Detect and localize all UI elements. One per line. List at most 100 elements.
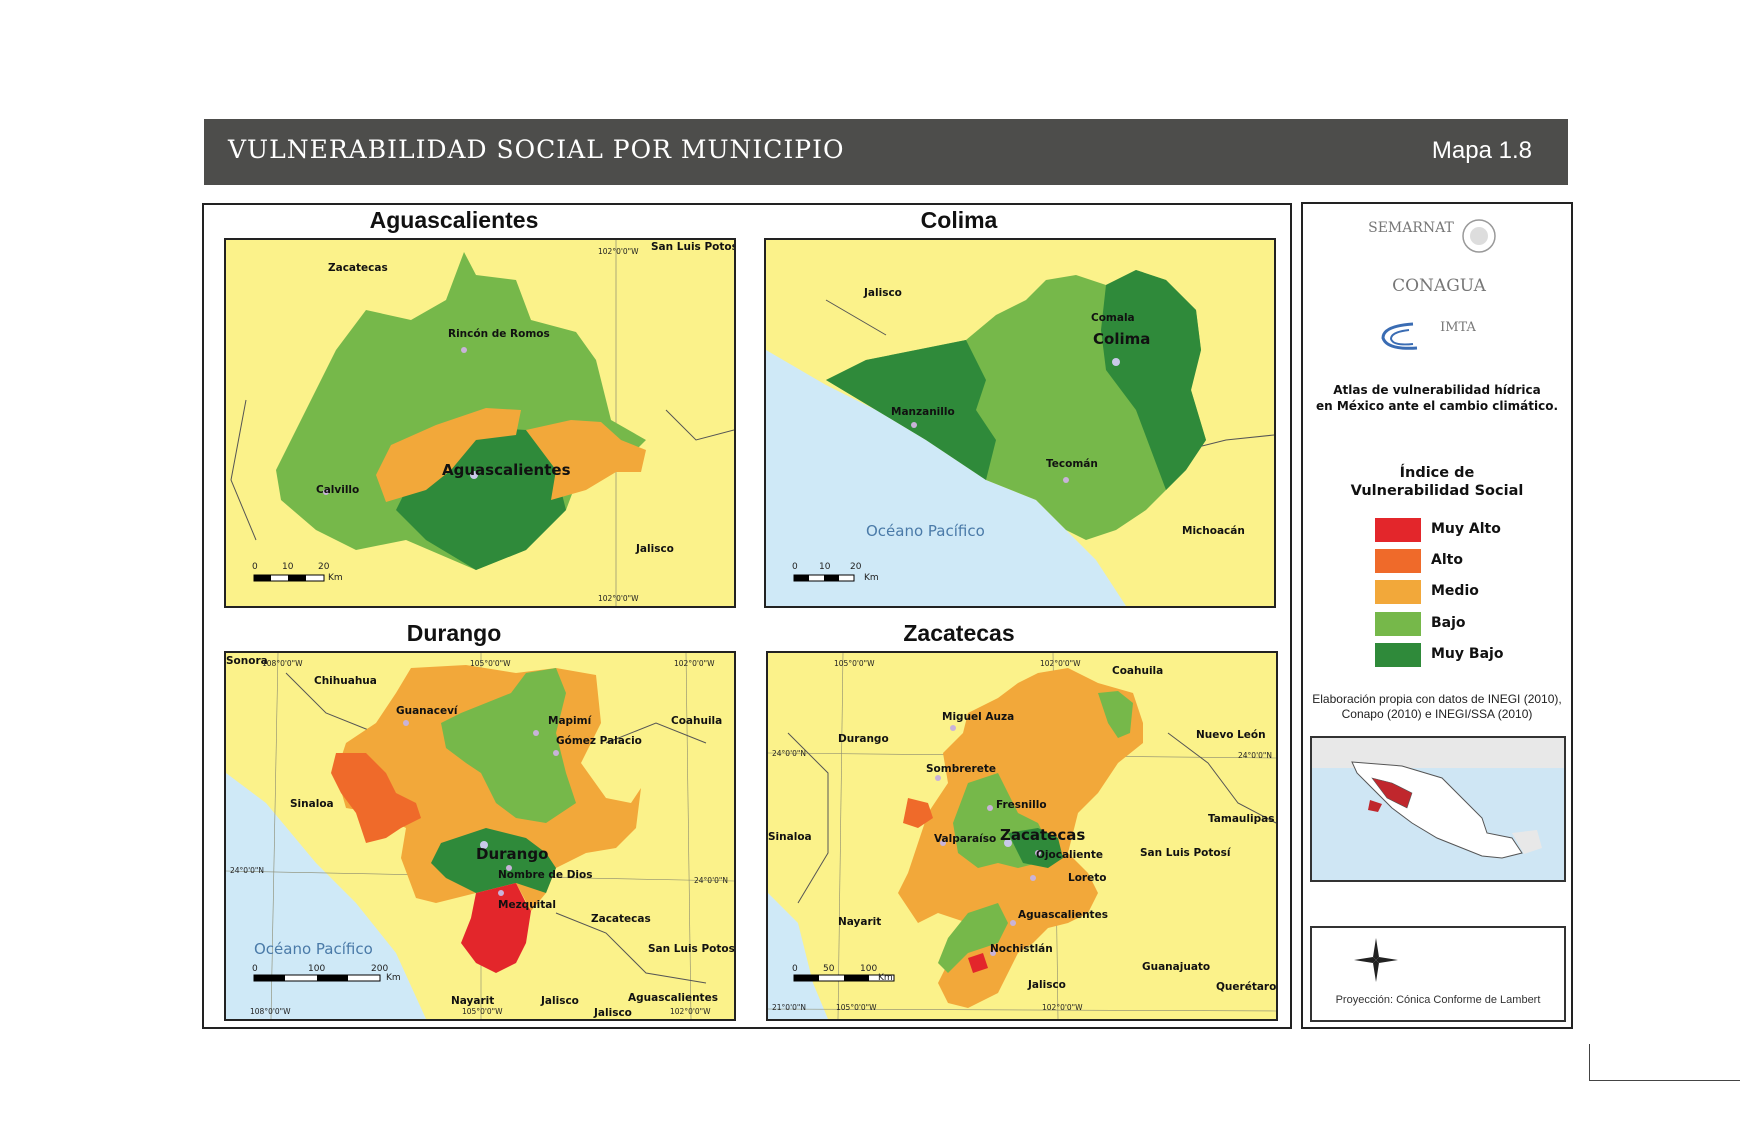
- label-tecoman: Tecomán: [1046, 458, 1098, 470]
- label-jalisco: Jalisco: [1028, 979, 1066, 991]
- region-alto: [903, 798, 933, 828]
- scale-unit: Km: [878, 973, 893, 983]
- label-nayarit: Nayarit: [838, 916, 882, 928]
- legend-swatch: [1375, 518, 1421, 542]
- label-san-luis-potosi: San Luis Potosí: [648, 943, 736, 955]
- scale-tick-20: 20: [318, 562, 330, 572]
- label-jalisco: Jalisco: [541, 995, 579, 1007]
- label-nochistlan: Nochistlán: [990, 943, 1053, 955]
- maps-frame: Aguascalientes Zacatecas San Luis Potosí…: [202, 203, 1292, 1029]
- label-durango: Durango: [838, 733, 889, 745]
- label-jalisco: Jalisco: [864, 287, 902, 299]
- label-mapimi: Mapimí: [548, 715, 592, 727]
- label-zacatecas: Zacatecas: [591, 913, 651, 925]
- projection-box: Proyección: Cónica Conforme de Lambert: [1310, 926, 1566, 1022]
- panel-title-durango: Durango: [406, 620, 502, 646]
- map-zacatecas[interactable]: 105°0'0"W 102°0'0"W Coahuila Miguel Auza…: [766, 651, 1278, 1021]
- scale-tick-10: 10: [282, 562, 294, 572]
- label-sinaloa: Sinaloa: [768, 831, 812, 843]
- label-mezquital: Mezquital: [498, 899, 556, 911]
- coord-24n-left: 24°0'0"N: [772, 749, 806, 758]
- coord-102w-top: 102°0'0"W: [1040, 659, 1081, 668]
- scale-tick-0: 0: [252, 964, 258, 974]
- region-bajo-2: [1098, 691, 1133, 738]
- label-guanacevi: Guanaceví: [396, 705, 458, 717]
- region-bajo: [441, 668, 576, 823]
- scale-tick-0: 0: [792, 562, 798, 572]
- scale-tick-50: 50: [823, 964, 835, 974]
- mexico-locator-map: [1310, 736, 1566, 882]
- scale-tick-100: 100: [860, 964, 878, 974]
- north-arrow-icon: [1354, 938, 1398, 982]
- legend-title-line-2: Vulnerabilidad Social: [1350, 483, 1524, 499]
- atlas-line-1: Atlas de vulnerabilidad hídrica: [1333, 383, 1541, 397]
- scale-tick-0: 0: [252, 562, 258, 572]
- region-muy-bajo: [431, 828, 556, 893]
- region-bajo-3: [938, 903, 1008, 973]
- coord-102w-top: 102°0'0"W: [674, 659, 715, 668]
- label-sombrerete: Sombrerete: [926, 763, 996, 775]
- label-nombre-de-dios: Nombre de Dios: [498, 869, 593, 881]
- durango-map-graphic: [226, 653, 734, 1019]
- coord-21n: 21°0'0"N: [772, 1003, 806, 1012]
- label-nayarit: Nayarit: [451, 995, 495, 1007]
- label-fresnillo: Fresnillo: [996, 799, 1047, 811]
- coord-bottom: 102°0'0"W: [598, 594, 639, 603]
- coord-102w-bottom: 102°0'0"W: [1042, 1003, 1083, 1012]
- map-aguascalientes[interactable]: Zacatecas San Luis Potosí 102°0'0"W 102°…: [224, 238, 736, 608]
- legend-swatch: [1375, 612, 1421, 636]
- map-title: VULNERABILIDAD SOCIAL POR MUNICIPIO: [228, 135, 845, 164]
- coord-105w-bottom: 105°0'0"W: [462, 1007, 503, 1016]
- page-corner-mark: [1589, 1044, 1740, 1081]
- legend-swatch: [1375, 643, 1421, 667]
- region-muy-bajo-1: [826, 340, 996, 480]
- mexico-locator-graphic: [1312, 738, 1564, 859]
- coord-24n-right: 24°0'0"N: [1238, 751, 1272, 760]
- label-colima-capital: Colima: [1093, 330, 1151, 348]
- seal-icon: [1462, 219, 1496, 253]
- label-coahuila: Coahuila: [1112, 665, 1164, 677]
- label-jalisco-2: Jalisco: [594, 1007, 632, 1019]
- zacatecas-map-graphic: [768, 653, 1276, 1019]
- scale-tick-200: 200: [371, 964, 389, 974]
- map-colima[interactable]: Jalisco Comala Colima Manzanillo Tecomán…: [764, 238, 1276, 608]
- label-san-luis-potosi: San Luis Potosí: [1140, 847, 1231, 859]
- scale-unit: Km: [864, 573, 879, 583]
- label-coahuila: Coahuila: [671, 715, 723, 727]
- label-sonora: Sonora: [226, 655, 268, 667]
- label-nuevo-leon: Nuevo León: [1196, 729, 1266, 741]
- conagua-logo: CONAGUA: [1392, 276, 1486, 296]
- label-san-luis-potosi: San Luis Potosí: [651, 241, 736, 253]
- label-calvillo: Calvillo: [316, 484, 360, 496]
- map-header: VULNERABILIDAD SOCIAL POR MUNICIPIO Mapa…: [204, 119, 1568, 185]
- source-line-1: Elaboración propia con datos de INEGI (2…: [1312, 692, 1562, 706]
- label-zacatecas-capital: Zacatecas: [1000, 826, 1086, 844]
- label-valparaiso: Valparaíso: [934, 833, 997, 845]
- map-durango[interactable]: Sonora 108°0'0"W 105°0'0"W 102°0'0"W Chi…: [224, 651, 736, 1021]
- panel-title-colima: Colima: [920, 207, 998, 233]
- scale-tick-100: 100: [308, 964, 326, 974]
- label-aguascalientes: Aguascalientes: [628, 992, 718, 1004]
- scale-unit: Km: [328, 573, 343, 583]
- aguascalientes-map-graphic: [230, 240, 734, 606]
- region-muy-alto: [968, 953, 988, 973]
- scale-tick-0: 0: [792, 964, 798, 974]
- legend-swatch: [1375, 580, 1421, 604]
- label-gomez-palacio: Gómez Palacio: [556, 735, 642, 747]
- label-oceano-pacifico: Océano Pacífico: [866, 522, 985, 540]
- legend-title: Índice de Vulnerabilidad Social: [1303, 464, 1571, 500]
- legend-label: Muy Alto: [1431, 521, 1501, 537]
- coord-108w-top: 108°0'0"W: [262, 659, 303, 668]
- scale-tick-10: 10: [819, 562, 831, 572]
- label-rincon-de-romos: Rincón de Romos: [448, 328, 550, 340]
- scale-tick-20: 20: [850, 562, 862, 572]
- coord-105w-top: 105°0'0"W: [470, 659, 511, 668]
- coord-102w-bottom: 102°0'0"W: [670, 1007, 711, 1016]
- legend-swatch: [1375, 549, 1421, 573]
- scale-unit: Km: [386, 973, 401, 983]
- coord-top: 102°0'0"W: [598, 247, 639, 256]
- region-muy-alto: [461, 883, 531, 973]
- coord-24n-right: 24°0'0"N: [694, 876, 728, 885]
- label-michoacan: Michoacán: [1182, 525, 1245, 537]
- label-comala: Comala: [1091, 312, 1135, 324]
